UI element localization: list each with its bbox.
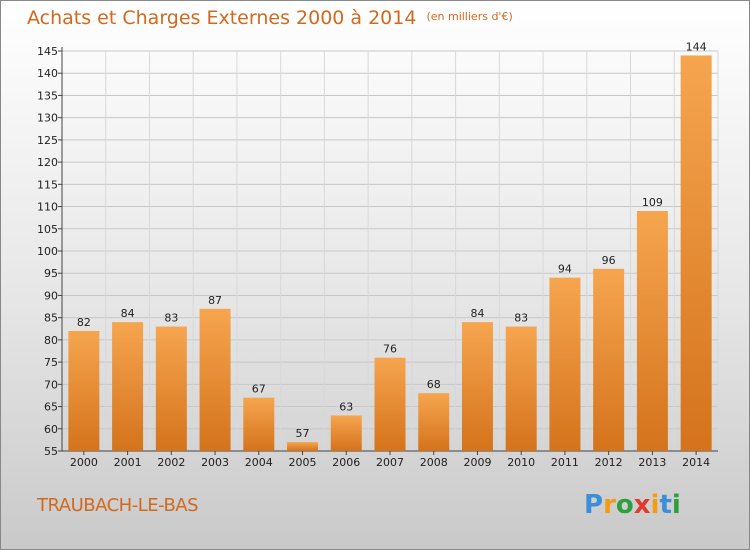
bar xyxy=(68,331,100,451)
y-tick-label: 75 xyxy=(44,356,58,369)
value-label: 67 xyxy=(252,383,266,396)
y-tick-label: 95 xyxy=(44,267,58,280)
y-tick-label: 60 xyxy=(44,423,58,436)
value-label: 63 xyxy=(339,400,353,413)
y-tick-label: 55 xyxy=(44,445,58,458)
y-tick-label: 90 xyxy=(44,289,58,302)
y-tick-label: 115 xyxy=(37,178,58,191)
labels: 82 2000 84 2001 83 2002 87 2003 67 2004 57 2005 63 20… xyxy=(70,40,710,469)
logo-letter: P xyxy=(584,490,604,520)
x-tick-label: 2003 xyxy=(201,456,229,469)
x-tick-label: 2013 xyxy=(638,456,666,469)
bar xyxy=(505,326,537,451)
bar xyxy=(330,415,362,451)
x-tick-label: 2007 xyxy=(376,456,404,469)
x-tick-label: 2006 xyxy=(332,456,360,469)
value-label: 96 xyxy=(602,254,616,267)
y-tick-label: 85 xyxy=(44,312,58,325)
value-label: 84 xyxy=(470,307,484,320)
value-label: 83 xyxy=(514,312,528,325)
bar xyxy=(374,357,406,451)
x-tick-label: 2005 xyxy=(289,456,317,469)
bar xyxy=(199,308,231,451)
bar xyxy=(418,393,450,451)
y-tick-label: 120 xyxy=(37,156,58,169)
logo-letter: t xyxy=(659,490,672,520)
value-label: 94 xyxy=(558,263,572,276)
value-label: 68 xyxy=(427,378,441,391)
value-label: 76 xyxy=(383,343,397,356)
bar xyxy=(155,326,187,451)
x-tick-label: 2014 xyxy=(682,456,710,469)
logo-letter: o xyxy=(615,490,634,520)
value-label: 83 xyxy=(164,312,178,325)
value-label: 109 xyxy=(642,196,663,209)
x-tick-label: 2011 xyxy=(551,456,579,469)
y-tick-label: 130 xyxy=(37,112,58,125)
x-tick-label: 2001 xyxy=(114,456,142,469)
y-tick-label: 125 xyxy=(37,134,58,147)
y-tick-label: 145 xyxy=(37,45,58,58)
x-tick-label: 2010 xyxy=(507,456,535,469)
value-label: 82 xyxy=(77,316,91,329)
bar xyxy=(243,397,275,451)
value-label: 57 xyxy=(296,427,310,440)
y-tick-label: 110 xyxy=(37,201,58,214)
y-tick-label: 65 xyxy=(44,401,58,414)
logo-letter: i xyxy=(671,490,681,520)
x-tick-label: 2000 xyxy=(70,456,98,469)
logo-letter: i xyxy=(650,490,660,520)
x-tick-label: 2012 xyxy=(595,456,623,469)
chart-title: Achats et Charges Externes 2000 à 2014 (e… xyxy=(27,7,513,29)
y-tick-label: 140 xyxy=(37,67,58,80)
proxiti-logo: Proxiti xyxy=(584,490,681,520)
y-tick-label: 135 xyxy=(37,89,58,102)
y-tick-label: 105 xyxy=(37,223,58,236)
logo-letter: x xyxy=(633,490,651,520)
x-tick-label: 2004 xyxy=(245,456,273,469)
value-label: 87 xyxy=(208,294,222,307)
bar xyxy=(112,322,144,451)
y-tick-label: 70 xyxy=(44,378,58,391)
x-tick-label: 2008 xyxy=(420,456,448,469)
bar xyxy=(461,322,493,451)
logo-letter: r xyxy=(603,490,616,520)
city-name: TRAUBACH-LE-BAS xyxy=(37,495,199,516)
y-tick-label: 100 xyxy=(37,245,58,258)
chart-unit: (en milliers d'€) xyxy=(426,10,513,23)
axes: 55 60 65 70 75 80 85 90 95 100 105 110 115 120 125 130 1… xyxy=(37,45,718,458)
bar xyxy=(287,442,319,451)
bar xyxy=(549,277,581,451)
bar xyxy=(680,55,712,451)
x-tick-label: 2002 xyxy=(157,456,185,469)
value-label: 144 xyxy=(686,40,707,53)
x-tick-label: 2009 xyxy=(463,456,491,469)
value-label: 84 xyxy=(121,307,135,320)
bar xyxy=(636,211,668,451)
y-tick-label: 80 xyxy=(44,334,58,347)
bar xyxy=(593,268,625,451)
bars xyxy=(68,55,712,451)
